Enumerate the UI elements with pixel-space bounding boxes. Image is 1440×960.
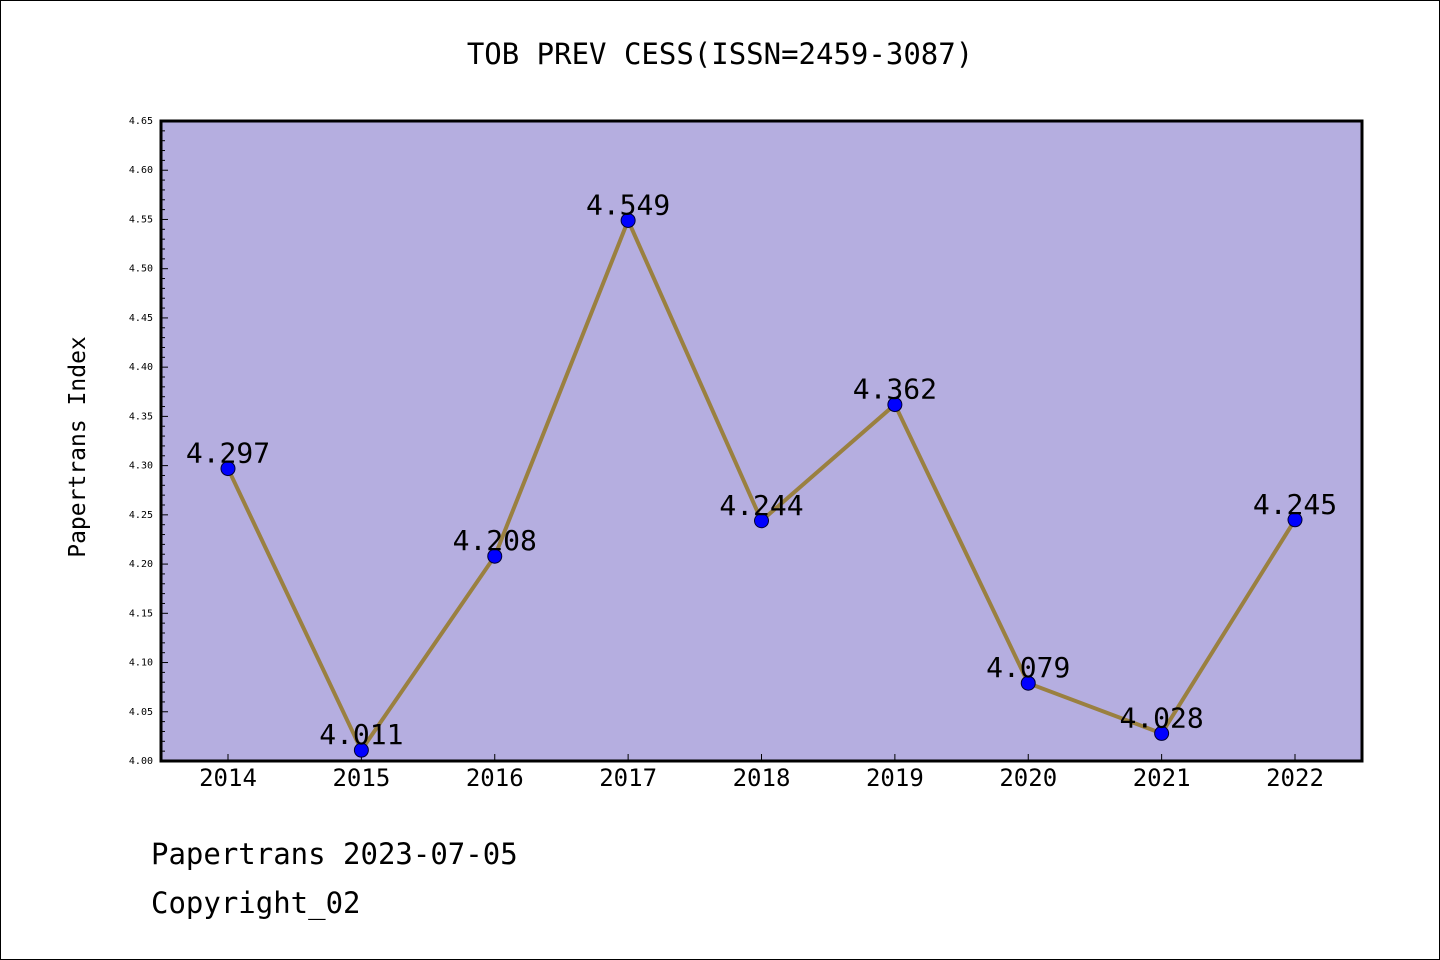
data-point — [620, 212, 636, 228]
data-label: 4.297 — [186, 437, 270, 470]
y-tick-label: 4.45 — [129, 313, 153, 324]
y-tick-label: 4.50 — [129, 264, 153, 275]
data-point — [1287, 512, 1303, 528]
x-tick-label: 2016 — [466, 764, 524, 792]
x-tick-label: 2019 — [866, 764, 924, 792]
data-point — [353, 742, 369, 758]
y-tick-label: 4.55 — [129, 214, 153, 225]
footer-date: Papertrans 2023-07-05 — [151, 837, 518, 871]
data-point — [487, 548, 503, 564]
y-tick-label: 4.00 — [129, 756, 153, 767]
x-tick-label: 2022 — [1266, 764, 1324, 792]
data-label: 4.245 — [1253, 488, 1337, 521]
x-tick-label: 2014 — [199, 764, 257, 792]
x-tick-label: 2020 — [999, 764, 1057, 792]
data-label: 4.079 — [986, 651, 1070, 684]
data-point — [887, 397, 903, 413]
y-tick-label: 4.05 — [129, 707, 153, 718]
data-label: 4.011 — [319, 718, 403, 751]
x-tick-label: 2017 — [599, 764, 657, 792]
y-tick-label: 4.10 — [129, 658, 153, 669]
y-axis: 4.00 4.05 4.10 4.15 4.20 4.25 4.30 4.35 4.40 4.45… — [129, 116, 168, 767]
y-tick-label: 4.35 — [129, 411, 153, 422]
points-layer — [220, 212, 1303, 758]
data-point — [1020, 675, 1036, 691]
footer-copyright: Copyright_02 — [151, 886, 361, 920]
y-tick-label: 4.30 — [129, 461, 153, 472]
x-axis: 2014 2015 2016 2017 2018 2019 2020 2021 2022 — [199, 754, 1324, 792]
data-point — [220, 461, 236, 477]
data-label: 4.244 — [719, 489, 803, 522]
plot-border — [159, 119, 1364, 763]
x-tick-label: 2021 — [1133, 764, 1191, 792]
y-tick-label: 4.40 — [129, 362, 153, 373]
x-tick-label: 2015 — [332, 764, 390, 792]
y-tick-label: 4.60 — [129, 165, 153, 176]
x-tick-label: 2018 — [733, 764, 791, 792]
chart-title: TOB PREV CESS(ISSN=2459-3087) — [466, 37, 974, 71]
y-tick-label: 4.15 — [129, 608, 153, 619]
y-tick-label: 4.65 — [129, 116, 153, 127]
data-label: 4.208 — [453, 524, 537, 557]
plot-area — [161, 121, 1362, 761]
data-label: 4.362 — [853, 373, 937, 406]
y-tick-label: 4.20 — [129, 559, 153, 570]
data-label: 4.549 — [586, 188, 670, 221]
data-point — [754, 513, 769, 529]
data-point — [1154, 725, 1170, 741]
y-tick-label: 4.25 — [129, 510, 153, 521]
data-labels-layer: 4.297 4.011 4.208 4.549 4.244 4.362 4.079 4.028… — [186, 188, 1337, 751]
data-label: 4.028 — [1119, 701, 1203, 734]
